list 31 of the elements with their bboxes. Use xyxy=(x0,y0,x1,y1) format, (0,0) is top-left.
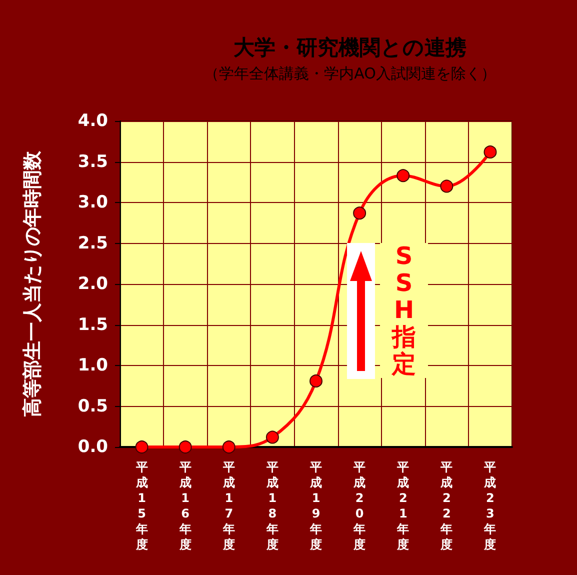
y-tick-label: 2.0 xyxy=(78,274,108,294)
x-tick-label: 平成17年度 xyxy=(222,460,235,552)
point xyxy=(310,374,322,388)
y-tick-label: 1.5 xyxy=(78,314,108,335)
x-tick-label: 平成22年度 xyxy=(440,460,453,552)
x-tick-label: 平成21年度 xyxy=(396,460,410,552)
point xyxy=(178,440,192,454)
point xyxy=(266,430,279,444)
point xyxy=(222,440,236,454)
y-tick-label: 0.0 xyxy=(78,437,108,457)
point xyxy=(440,180,454,193)
x-tick-label: 平成19年度 xyxy=(309,460,322,552)
point xyxy=(484,145,497,158)
y-tick-label: 3.0 xyxy=(78,192,108,212)
point xyxy=(396,169,410,182)
y-tick-label: 0.5 xyxy=(78,396,108,416)
x-tick-label: 平成23年度 xyxy=(483,460,496,552)
y-tick-label: 2.5 xyxy=(78,233,108,254)
point xyxy=(135,440,148,454)
chart-subtitle: （学年全体講義・学内AO入試関連を除く） xyxy=(204,64,496,82)
x-tick-label: 平成16年度 xyxy=(178,460,192,552)
x-tick-label: 平成18年度 xyxy=(265,460,278,552)
chart-title: 大学・研究機関との連携 xyxy=(234,36,466,60)
point xyxy=(353,206,366,220)
y-tick-label: 1.0 xyxy=(78,356,108,376)
x-tick-label: 平成20年度 xyxy=(352,460,366,552)
x-tick-label: 平成15年度 xyxy=(134,460,148,552)
y-axis-title: 高等部生一人当たりの年時間数 xyxy=(22,150,44,417)
annotation: SSH指定 xyxy=(392,242,416,378)
y-tick-label: 4.0 xyxy=(78,111,108,131)
y-tick-label: 3.5 xyxy=(78,152,108,172)
